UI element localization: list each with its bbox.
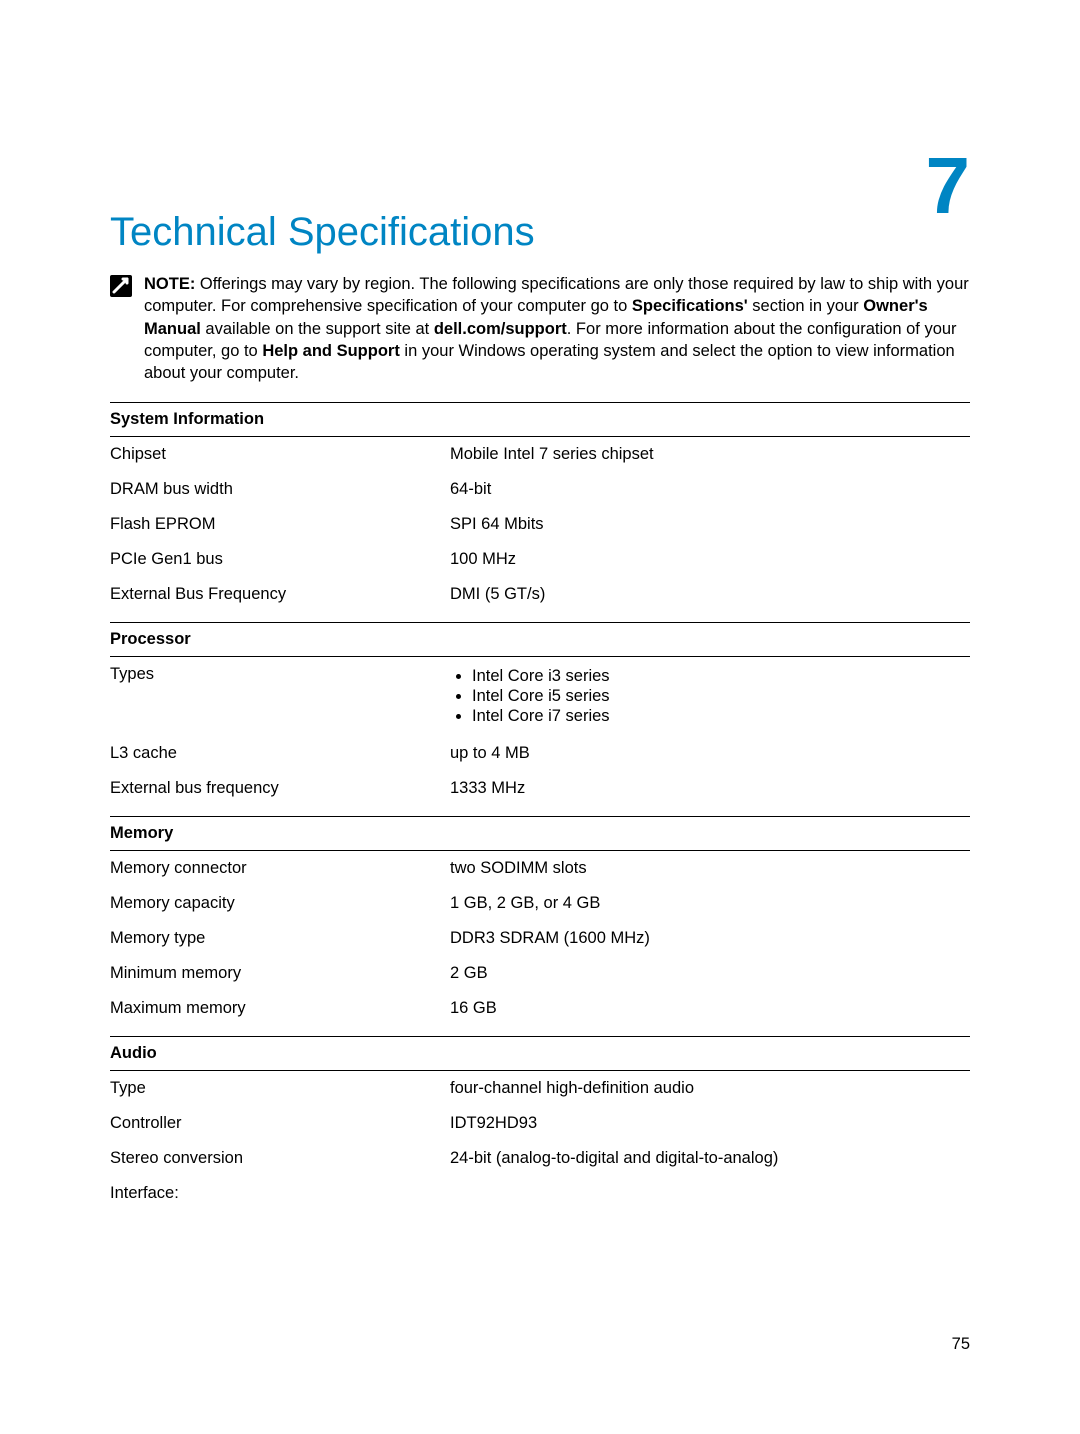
note-block: NOTE: Offerings may vary by region. The … xyxy=(110,273,970,384)
spec-val: 2 GB xyxy=(450,964,970,983)
spec-val: two SODIMM slots xyxy=(450,859,970,878)
spec-key: Type xyxy=(110,1079,450,1098)
table-row: Minimum memory2 GB xyxy=(110,956,970,991)
note-bold4: Help and Support xyxy=(262,342,400,360)
section-header-audio: Audio xyxy=(110,1036,970,1071)
list-item: Intel Core i5 series xyxy=(472,687,970,706)
spec-key: Stereo conversion xyxy=(110,1149,450,1168)
spec-val: up to 4 MB xyxy=(450,744,970,763)
spec-key: External bus frequency xyxy=(110,779,450,798)
table-row: Types Intel Core i3 series Intel Core i5… xyxy=(110,657,970,736)
spec-val: 1 GB, 2 GB, or 4 GB xyxy=(450,894,970,913)
spec-val: four-channel high-definition audio xyxy=(450,1079,970,1098)
spec-val: DMI (5 GT/s) xyxy=(450,585,970,604)
note-bold3: dell.com/support xyxy=(434,320,567,338)
table-row: DRAM bus width64-bit xyxy=(110,472,970,507)
table-row: PCIe Gen1 bus100 MHz xyxy=(110,542,970,577)
table-row: Flash EPROMSPI 64 Mbits xyxy=(110,507,970,542)
spec-key: Maximum memory xyxy=(110,999,450,1018)
spec-val: Mobile Intel 7 series chipset xyxy=(450,445,970,464)
table-row: ControllerIDT92HD93 xyxy=(110,1106,970,1141)
spec-key: DRAM bus width xyxy=(110,480,450,499)
table-row: Typefour-channel high-definition audio xyxy=(110,1071,970,1106)
note-part3: available on the support site at xyxy=(201,320,434,338)
spec-key: PCIe Gen1 bus xyxy=(110,550,450,569)
spec-val xyxy=(450,1184,970,1203)
table-row: Interface: xyxy=(110,1176,970,1211)
table-row: Memory connectortwo SODIMM slots xyxy=(110,851,970,886)
spec-val: 100 MHz xyxy=(450,550,970,569)
spec-val: 64-bit xyxy=(450,480,970,499)
spec-val: 24-bit (analog-to-digital and digital-to… xyxy=(450,1149,970,1168)
table-row: ChipsetMobile Intel 7 series chipset xyxy=(110,437,970,472)
page-body: Technical Specifications NOTE: Offerings… xyxy=(0,0,1080,1211)
table-row: Memory typeDDR3 SDRAM (1600 MHz) xyxy=(110,921,970,956)
note-text: NOTE: Offerings may vary by region. The … xyxy=(138,273,970,384)
note-bold1: Specifications' xyxy=(632,297,748,315)
list-item: Intel Core i3 series xyxy=(472,667,970,686)
spec-key: L3 cache xyxy=(110,744,450,763)
spec-val: 1333 MHz xyxy=(450,779,970,798)
page-number: 75 xyxy=(952,1335,970,1354)
section-header-sysinfo: System Information xyxy=(110,402,970,437)
page-title: Technical Specifications xyxy=(110,210,970,255)
chapter-number: 7 xyxy=(926,140,971,232)
table-row: Memory capacity1 GB, 2 GB, or 4 GB xyxy=(110,886,970,921)
spec-val: DDR3 SDRAM (1600 MHz) xyxy=(450,929,970,948)
table-row: L3 cacheup to 4 MB xyxy=(110,736,970,771)
spec-val: Intel Core i3 series Intel Core i5 serie… xyxy=(450,665,970,728)
spec-key: Memory type xyxy=(110,929,450,948)
spec-key: Flash EPROM xyxy=(110,515,450,534)
list-item: Intel Core i7 series xyxy=(472,707,970,726)
table-row: Stereo conversion24-bit (analog-to-digit… xyxy=(110,1141,970,1176)
table-row: Maximum memory16 GB xyxy=(110,991,970,1026)
processor-types-list: Intel Core i3 series Intel Core i5 serie… xyxy=(450,667,970,726)
spec-key: Chipset xyxy=(110,445,450,464)
table-row: External bus frequency1333 MHz xyxy=(110,771,970,806)
spec-val: SPI 64 Mbits xyxy=(450,515,970,534)
spec-key: Interface: xyxy=(110,1184,450,1203)
table-row: External Bus FrequencyDMI (5 GT/s) xyxy=(110,577,970,612)
note-icon xyxy=(110,273,138,384)
note-part2: section in your xyxy=(748,297,864,315)
spec-key: Memory capacity xyxy=(110,894,450,913)
spec-key: Types xyxy=(110,665,450,728)
section-header-memory: Memory xyxy=(110,816,970,851)
spec-key: Minimum memory xyxy=(110,964,450,983)
note-label: NOTE: xyxy=(144,275,195,293)
spec-val: IDT92HD93 xyxy=(450,1114,970,1133)
spec-key: Memory connector xyxy=(110,859,450,878)
spec-key: Controller xyxy=(110,1114,450,1133)
spec-key: External Bus Frequency xyxy=(110,585,450,604)
spec-val: 16 GB xyxy=(450,999,970,1018)
section-header-processor: Processor xyxy=(110,622,970,657)
